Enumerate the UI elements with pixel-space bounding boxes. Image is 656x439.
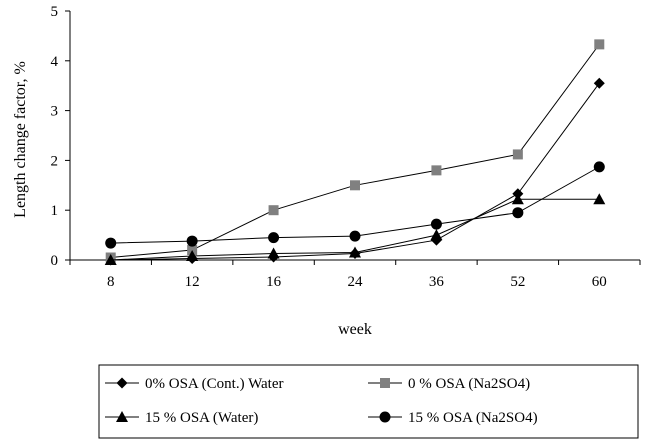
legend-marker — [116, 411, 128, 422]
y-tick-label: 2 — [51, 153, 59, 169]
legend-box — [98, 364, 639, 439]
series-3 — [104, 193, 606, 265]
legend-item: 15 % OSA (Water) — [105, 410, 258, 426]
data-point — [511, 193, 524, 205]
x-axis-label: week — [338, 321, 372, 338]
x-tick-label: 12 — [185, 274, 200, 290]
x-tick-label: 24 — [348, 274, 364, 290]
x-tick-label: 16 — [266, 274, 282, 290]
data-point — [350, 180, 360, 191]
series-line — [110, 44, 600, 259]
data-point — [430, 218, 442, 230]
data-point — [186, 250, 199, 262]
data-point — [431, 165, 442, 176]
x-tick-label: 8 — [107, 274, 115, 290]
data-point — [267, 247, 280, 259]
legend-label: 0% OSA (Cont.) Water — [145, 376, 284, 392]
data-point — [593, 161, 605, 173]
y-tick-label: 0 — [51, 253, 59, 269]
legend-marker — [379, 411, 391, 423]
data-point — [512, 207, 524, 219]
y-tick-label: 1 — [51, 203, 59, 219]
data-point — [593, 77, 605, 89]
legend-label: 15 % OSA (Na2SO4) — [408, 410, 538, 426]
y-tick-label: 4 — [51, 54, 59, 70]
y-tick-label: 5 — [51, 4, 59, 20]
x-tick-label: 52 — [510, 274, 525, 290]
y-axis-label: Length change factor, % — [12, 61, 29, 218]
legend-marker — [380, 378, 390, 388]
legend-item: 15 % OSA (Na2SO4) — [368, 410, 538, 426]
data-point — [104, 254, 117, 265]
data-point — [593, 193, 606, 205]
data-point — [594, 39, 605, 50]
legend-label: 0 % OSA (Na2SO4) — [408, 376, 530, 392]
legend: 0% OSA (Cont.) Water 0 % OSA (Na2SO4) 15 %… — [98, 364, 639, 439]
legend-item: 0 % OSA (Na2SO4) — [368, 376, 530, 392]
y-tick-label: 3 — [51, 104, 59, 120]
data-point — [268, 205, 279, 216]
x-tick-label: 36 — [429, 274, 445, 290]
plot-area — [104, 39, 606, 266]
data-point — [349, 230, 361, 242]
legend-item: 0% OSA (Cont.) Water — [105, 376, 284, 392]
data-point — [512, 149, 523, 160]
data-point — [349, 246, 361, 258]
data-point — [105, 237, 117, 249]
data-point — [430, 229, 443, 241]
series-2 — [105, 39, 605, 263]
series-4 — [105, 161, 605, 249]
x-tick-label: 60 — [592, 274, 607, 290]
legend-marker — [116, 377, 128, 389]
legend-label: 15 % OSA (Water) — [145, 410, 258, 426]
data-point — [186, 235, 198, 247]
data-point — [268, 232, 280, 244]
